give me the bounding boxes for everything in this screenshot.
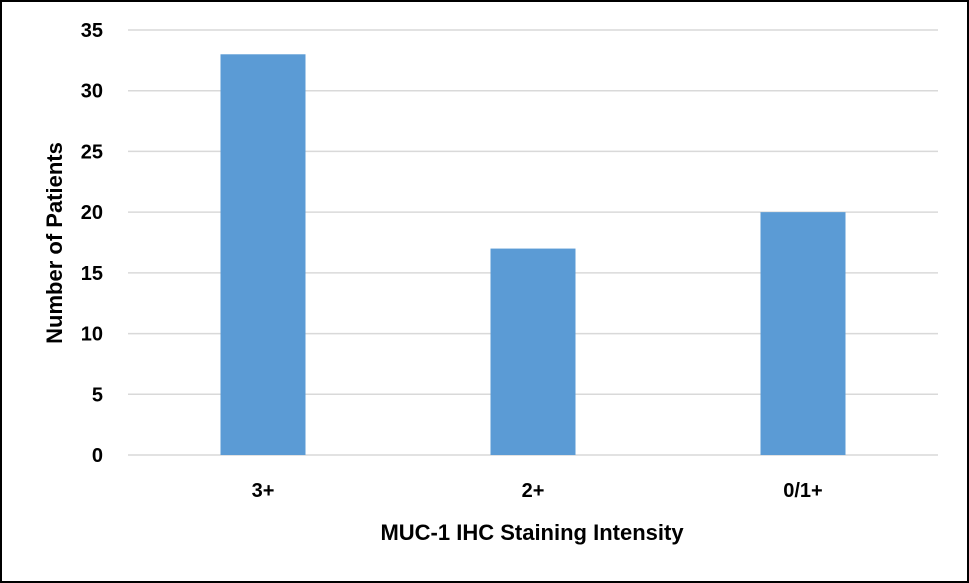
- x-tick-label: 0/1+: [783, 480, 822, 502]
- x-axis-ticks: 3+ 2+ 0/1+: [252, 480, 823, 502]
- bar: [760, 212, 846, 455]
- bars: [220, 54, 846, 456]
- x-axis-label: MUC-1 IHC Staining Intensity: [380, 520, 684, 545]
- bar: [490, 248, 576, 455]
- y-tick-label: 10: [81, 324, 103, 346]
- y-tick-label: 15: [81, 263, 103, 285]
- y-tick-label: 30: [81, 81, 103, 103]
- y-tick-label: 5: [92, 384, 103, 406]
- y-axis-label: Number of Patients: [42, 142, 67, 344]
- y-tick-label: 20: [81, 202, 103, 224]
- bar: [220, 54, 306, 456]
- y-tick-label: 0: [92, 445, 103, 467]
- x-tick-label: 2+: [522, 480, 545, 502]
- y-tick-label: 25: [81, 141, 103, 163]
- x-tick-label: 3+: [252, 480, 275, 502]
- y-tick-label: 35: [81, 20, 103, 42]
- y-axis-ticks: 0 5 10 15 20 25 30 35: [81, 20, 103, 467]
